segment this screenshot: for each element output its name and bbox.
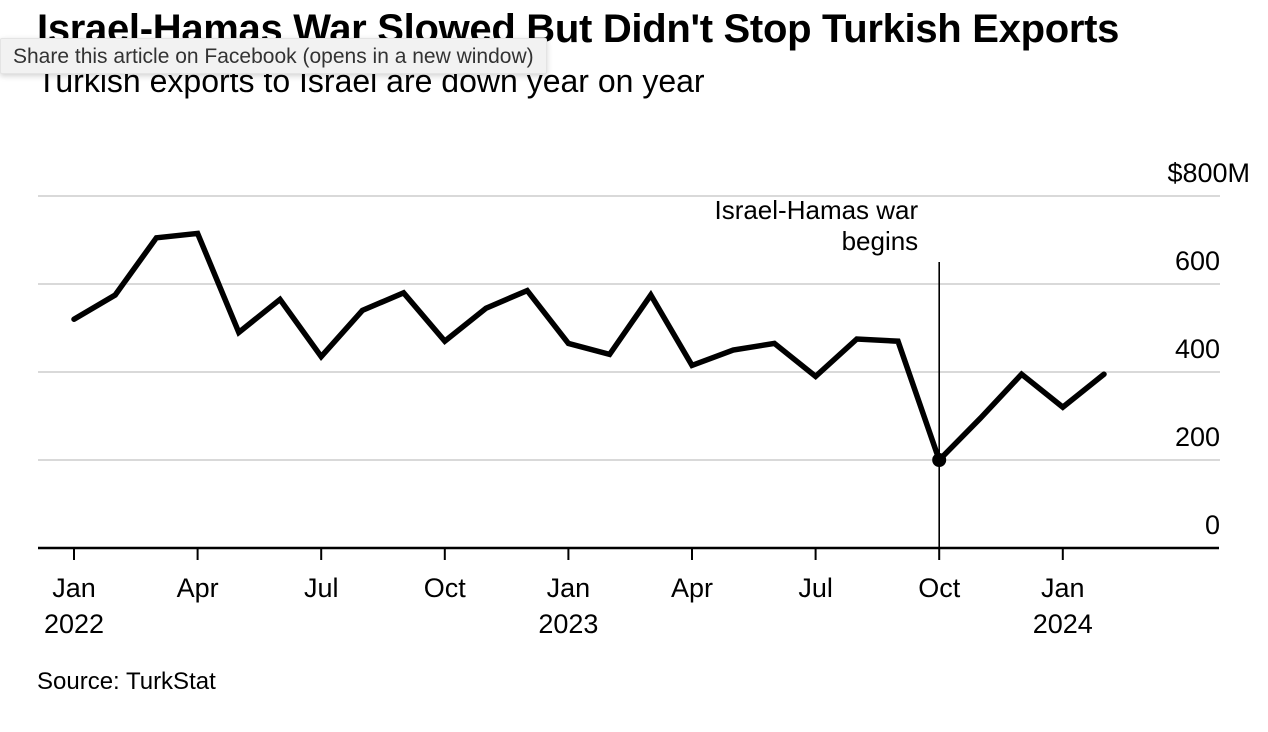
y-tick-label-0: 0 bbox=[1205, 510, 1220, 540]
annotation-text-line-2: begins bbox=[842, 226, 919, 256]
x-tick-label-2023-01: Jan bbox=[547, 573, 591, 603]
x-tick-label-2022-10: Oct bbox=[424, 573, 467, 603]
y-tick-label-400: 400 bbox=[1175, 334, 1220, 364]
y-tick-label-800: $800M bbox=[1167, 158, 1250, 188]
annotation-marker bbox=[932, 453, 947, 467]
x-tick-label-2023-04: Apr bbox=[671, 573, 713, 603]
x-tick-label-2023-10: Oct bbox=[918, 573, 961, 603]
x-tick-year-2023-01: 2023 bbox=[538, 609, 598, 639]
x-tick-label-2022-07: Jul bbox=[304, 573, 339, 603]
y-tick-label-600: 600 bbox=[1175, 246, 1220, 276]
x-tick-label-2022-01: Jan bbox=[52, 573, 96, 603]
chart-source: Source: TurkStat bbox=[37, 668, 216, 695]
x-tick-label-2024-01: Jan bbox=[1041, 573, 1085, 603]
x-tick-label-2023-07: Jul bbox=[798, 573, 833, 603]
x-tick-label-2022-04: Apr bbox=[177, 573, 219, 603]
series-line-1 bbox=[71, 230, 1107, 466]
x-tick-year-2022-01: 2022 bbox=[44, 609, 104, 639]
x-tick-year-2024-01: 2024 bbox=[1033, 609, 1093, 639]
annotation-text-line-1: Israel-Hamas war bbox=[714, 195, 918, 225]
y-tick-label-200: 200 bbox=[1175, 422, 1220, 452]
facebook-share-tooltip: Share this article on Facebook (opens in… bbox=[0, 38, 547, 74]
